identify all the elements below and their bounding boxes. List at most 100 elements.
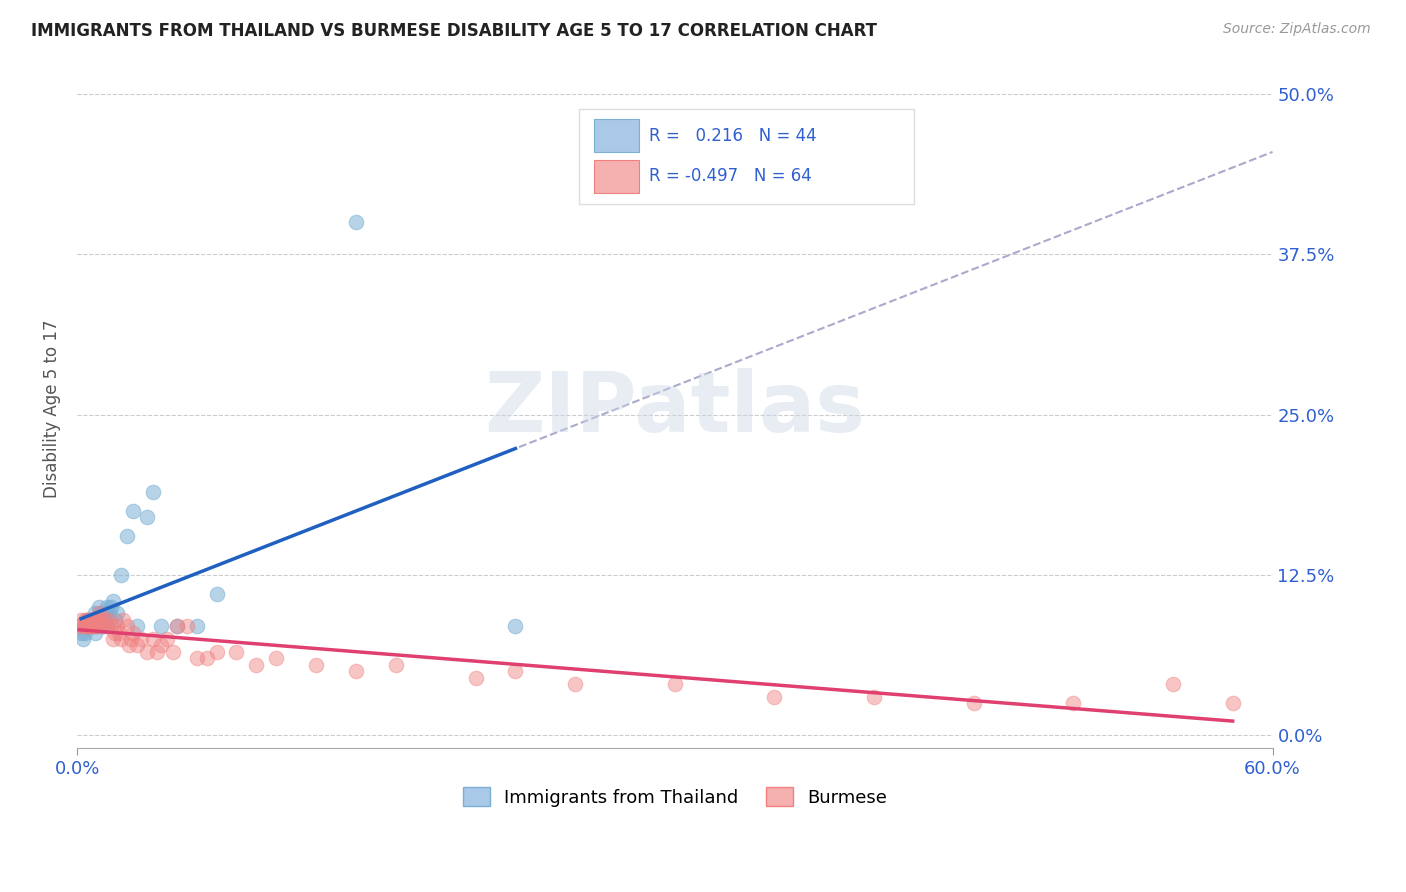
Point (76, 613, 98, 627)
Point (86, 613, 108, 627)
Point (96, 619, 118, 633)
Point (664, 677, 686, 691)
Text: R = -0.497   N = 64: R = -0.497 N = 64 (648, 167, 811, 185)
FancyBboxPatch shape (579, 110, 914, 204)
Text: ZIPatlas: ZIPatlas (484, 368, 865, 449)
Point (125, 639, 148, 653)
Point (464, 671, 486, 685)
Point (344, 664, 367, 678)
Point (245, 657, 267, 672)
Point (80, 619, 103, 633)
Point (77, 619, 100, 633)
Point (76, 619, 98, 633)
Point (149, 639, 172, 653)
Point (1161, 677, 1184, 691)
Point (166, 619, 188, 633)
Point (110, 632, 132, 646)
Point (101, 632, 124, 646)
Point (94, 613, 117, 627)
Point (73, 619, 96, 633)
Point (91, 619, 114, 633)
Point (162, 645, 184, 659)
Point (70, 613, 93, 627)
Point (86, 619, 108, 633)
Point (122, 625, 145, 640)
Point (80, 619, 103, 633)
Point (156, 632, 179, 646)
Point (225, 645, 247, 659)
Point (166, 619, 188, 633)
Point (86, 619, 108, 633)
Point (385, 657, 408, 672)
Point (72, 619, 94, 633)
Point (84, 619, 107, 633)
Point (76, 619, 98, 633)
Point (77, 613, 100, 627)
Legend: Immigrants from Thailand, Burmese: Immigrants from Thailand, Burmese (456, 780, 894, 814)
Point (80, 613, 103, 627)
Point (135, 645, 157, 659)
Point (118, 639, 141, 653)
Point (77, 613, 100, 627)
Point (104, 613, 127, 627)
Point (186, 651, 208, 665)
Point (82, 619, 104, 633)
Point (86, 613, 108, 627)
Point (84, 625, 107, 640)
Point (84, 607, 107, 621)
Point (96, 619, 118, 633)
Point (98, 607, 121, 621)
Point (87, 599, 110, 614)
Point (87, 613, 110, 627)
Point (91, 613, 114, 627)
Point (91, 619, 114, 633)
Point (104, 625, 127, 640)
Point (76, 613, 98, 627)
Point (73, 625, 96, 640)
Point (100, 619, 122, 633)
Point (266, 651, 288, 665)
Point (176, 619, 198, 633)
Point (96, 599, 118, 614)
Point (205, 587, 228, 601)
Point (90, 619, 112, 633)
Text: R =   0.216   N = 44: R = 0.216 N = 44 (648, 127, 815, 145)
Point (82, 619, 104, 633)
Point (125, 619, 148, 633)
Point (80, 613, 103, 627)
Point (72, 632, 94, 646)
Point (73, 613, 96, 627)
Point (195, 651, 218, 665)
Point (110, 568, 132, 582)
Point (82, 613, 104, 627)
Point (142, 484, 165, 499)
Point (100, 599, 122, 614)
Point (84, 613, 107, 627)
Y-axis label: Disability Age 5 to 17: Disability Age 5 to 17 (44, 319, 60, 498)
Point (129, 632, 152, 646)
Point (963, 696, 986, 710)
Point (505, 664, 527, 678)
Point (111, 613, 134, 627)
Point (122, 504, 145, 518)
Bar (593, 160, 638, 193)
Point (82, 613, 104, 627)
Point (94, 607, 117, 621)
Point (70, 625, 93, 640)
Point (105, 607, 128, 621)
Point (67, 619, 90, 633)
Point (186, 619, 208, 633)
Point (135, 510, 157, 524)
Point (90, 607, 112, 621)
Text: Source: ZipAtlas.com: Source: ZipAtlas.com (1223, 22, 1371, 37)
Point (344, 215, 367, 229)
Point (149, 619, 172, 633)
Point (505, 619, 527, 633)
Point (87, 607, 110, 621)
Point (205, 645, 228, 659)
Bar (593, 119, 638, 153)
Text: IMMIGRANTS FROM THAILAND VS BURMESE DISABILITY AGE 5 TO 17 CORRELATION CHART: IMMIGRANTS FROM THAILAND VS BURMESE DISA… (31, 22, 877, 40)
Point (142, 632, 165, 646)
Point (84, 619, 107, 633)
Point (146, 645, 169, 659)
